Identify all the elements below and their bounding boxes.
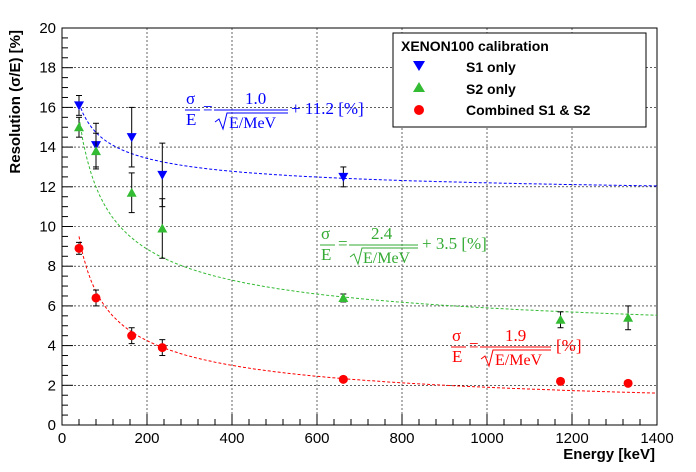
legend-marker-combined — [414, 105, 424, 115]
formula-s2-den: E/MeV — [363, 250, 411, 267]
x-tick-label: 600 — [304, 430, 329, 447]
point-combined — [127, 331, 137, 341]
formula-s2-equals: = — [338, 234, 348, 253]
y-tick-label: 4 — [48, 338, 56, 355]
formula-combined-equals: = — [469, 336, 479, 355]
y-tick-label: 18 — [39, 60, 56, 77]
point-combined — [623, 378, 633, 388]
legend-marker-s2 — [413, 82, 425, 92]
formula-s1-den: E/MeV — [229, 115, 277, 132]
y-axis-title: Resolution (σ/E) [%] — [7, 30, 24, 174]
point-combined — [157, 343, 167, 353]
point-combined — [338, 374, 348, 384]
x-tick-label: 800 — [389, 430, 414, 447]
x-tick-label: 0 — [58, 430, 66, 447]
legend-title: XENON100 calibration — [401, 38, 549, 54]
legend-box — [392, 32, 647, 128]
legend-label-combined: Combined S1 & S2 — [466, 102, 591, 118]
point-s2 — [126, 187, 137, 197]
formula-s2-sqrt — [349, 247, 418, 266]
formula-combined-lhs-num: σ — [452, 326, 461, 345]
point-s1 — [157, 170, 168, 180]
formula-s2: σ E = 2.4 E/MeV + 3.5 [%] — [320, 224, 487, 267]
x-tick-label: 1400 — [640, 430, 673, 447]
fit-curve-2 — [78, 236, 658, 394]
point-s2 — [157, 223, 168, 233]
y-tick-label: 14 — [39, 139, 56, 156]
y-tick-label: 2 — [48, 377, 56, 394]
point-combined — [74, 243, 84, 253]
y-tick-label: 0 — [48, 417, 56, 434]
formula-combined-num: 1.9 — [505, 326, 526, 345]
y-tick-label: 8 — [48, 258, 56, 275]
point-s1 — [126, 133, 137, 143]
y-tick-label: 10 — [39, 219, 56, 236]
point-s2 — [74, 122, 84, 132]
legend: XENON100 calibration S1 only S2 only Com… — [392, 32, 647, 128]
x-axis-title: Energy [keV] — [563, 446, 655, 463]
x-tick-label: 400 — [219, 430, 244, 447]
point-s2 — [91, 146, 101, 156]
legend-label-s2: S2 only — [466, 81, 516, 97]
point-s1 — [74, 101, 84, 111]
formula-combined-sqrt — [480, 349, 551, 368]
formula-s1-equals: = — [203, 99, 213, 118]
data-points — [74, 94, 634, 388]
x-tick-label: 200 — [134, 430, 159, 447]
legend-label-s1: S1 only — [466, 59, 516, 75]
point-s2 — [338, 292, 349, 302]
legend-marker-s1 — [413, 61, 425, 71]
y-tick-label: 12 — [39, 179, 56, 196]
point-s2 — [623, 312, 634, 322]
formula-s1-sqrt — [214, 112, 288, 131]
formula-s1-lhs-den: E — [186, 110, 196, 129]
x-tick-label: 1200 — [555, 430, 588, 447]
y-tick-label: 16 — [39, 99, 56, 116]
y-tick-label: 20 — [39, 20, 56, 37]
formula-s2-num: 2.4 — [371, 224, 393, 243]
fit-curve-0 — [78, 103, 658, 187]
point-s2 — [555, 314, 566, 324]
grid — [62, 28, 657, 425]
formula-combined: σ E = 1.9 E/MeV [%] — [451, 326, 581, 369]
formula-combined-tail: [%] — [556, 336, 581, 355]
formula-s1: σ E = 1.0 E/MeV + 11.2 [%] — [185, 89, 364, 132]
formula-combined-den: E/MeV — [495, 352, 543, 369]
point-combined — [556, 376, 566, 386]
formula-s2-lhs-den: E — [321, 245, 331, 264]
formula-s2-lhs-num: σ — [321, 224, 330, 243]
axes: 0 200 400 600 800 1000 1200 1400 0 2 4 6 8 10 12 14 16 18… — [39, 20, 673, 447]
formula-s1-tail: + 11.2 [%] — [291, 99, 364, 118]
formula-s1-num: 1.0 — [245, 89, 266, 108]
formula-s2-tail: + 3.5 [%] — [422, 234, 487, 253]
formula-s1-lhs-num: σ — [186, 89, 195, 108]
y-tick-label: 6 — [48, 298, 56, 315]
point-s1 — [338, 172, 349, 182]
formula-combined-lhs-den: E — [452, 347, 462, 366]
point-combined — [91, 293, 101, 303]
x-tick-label: 1000 — [470, 430, 503, 447]
